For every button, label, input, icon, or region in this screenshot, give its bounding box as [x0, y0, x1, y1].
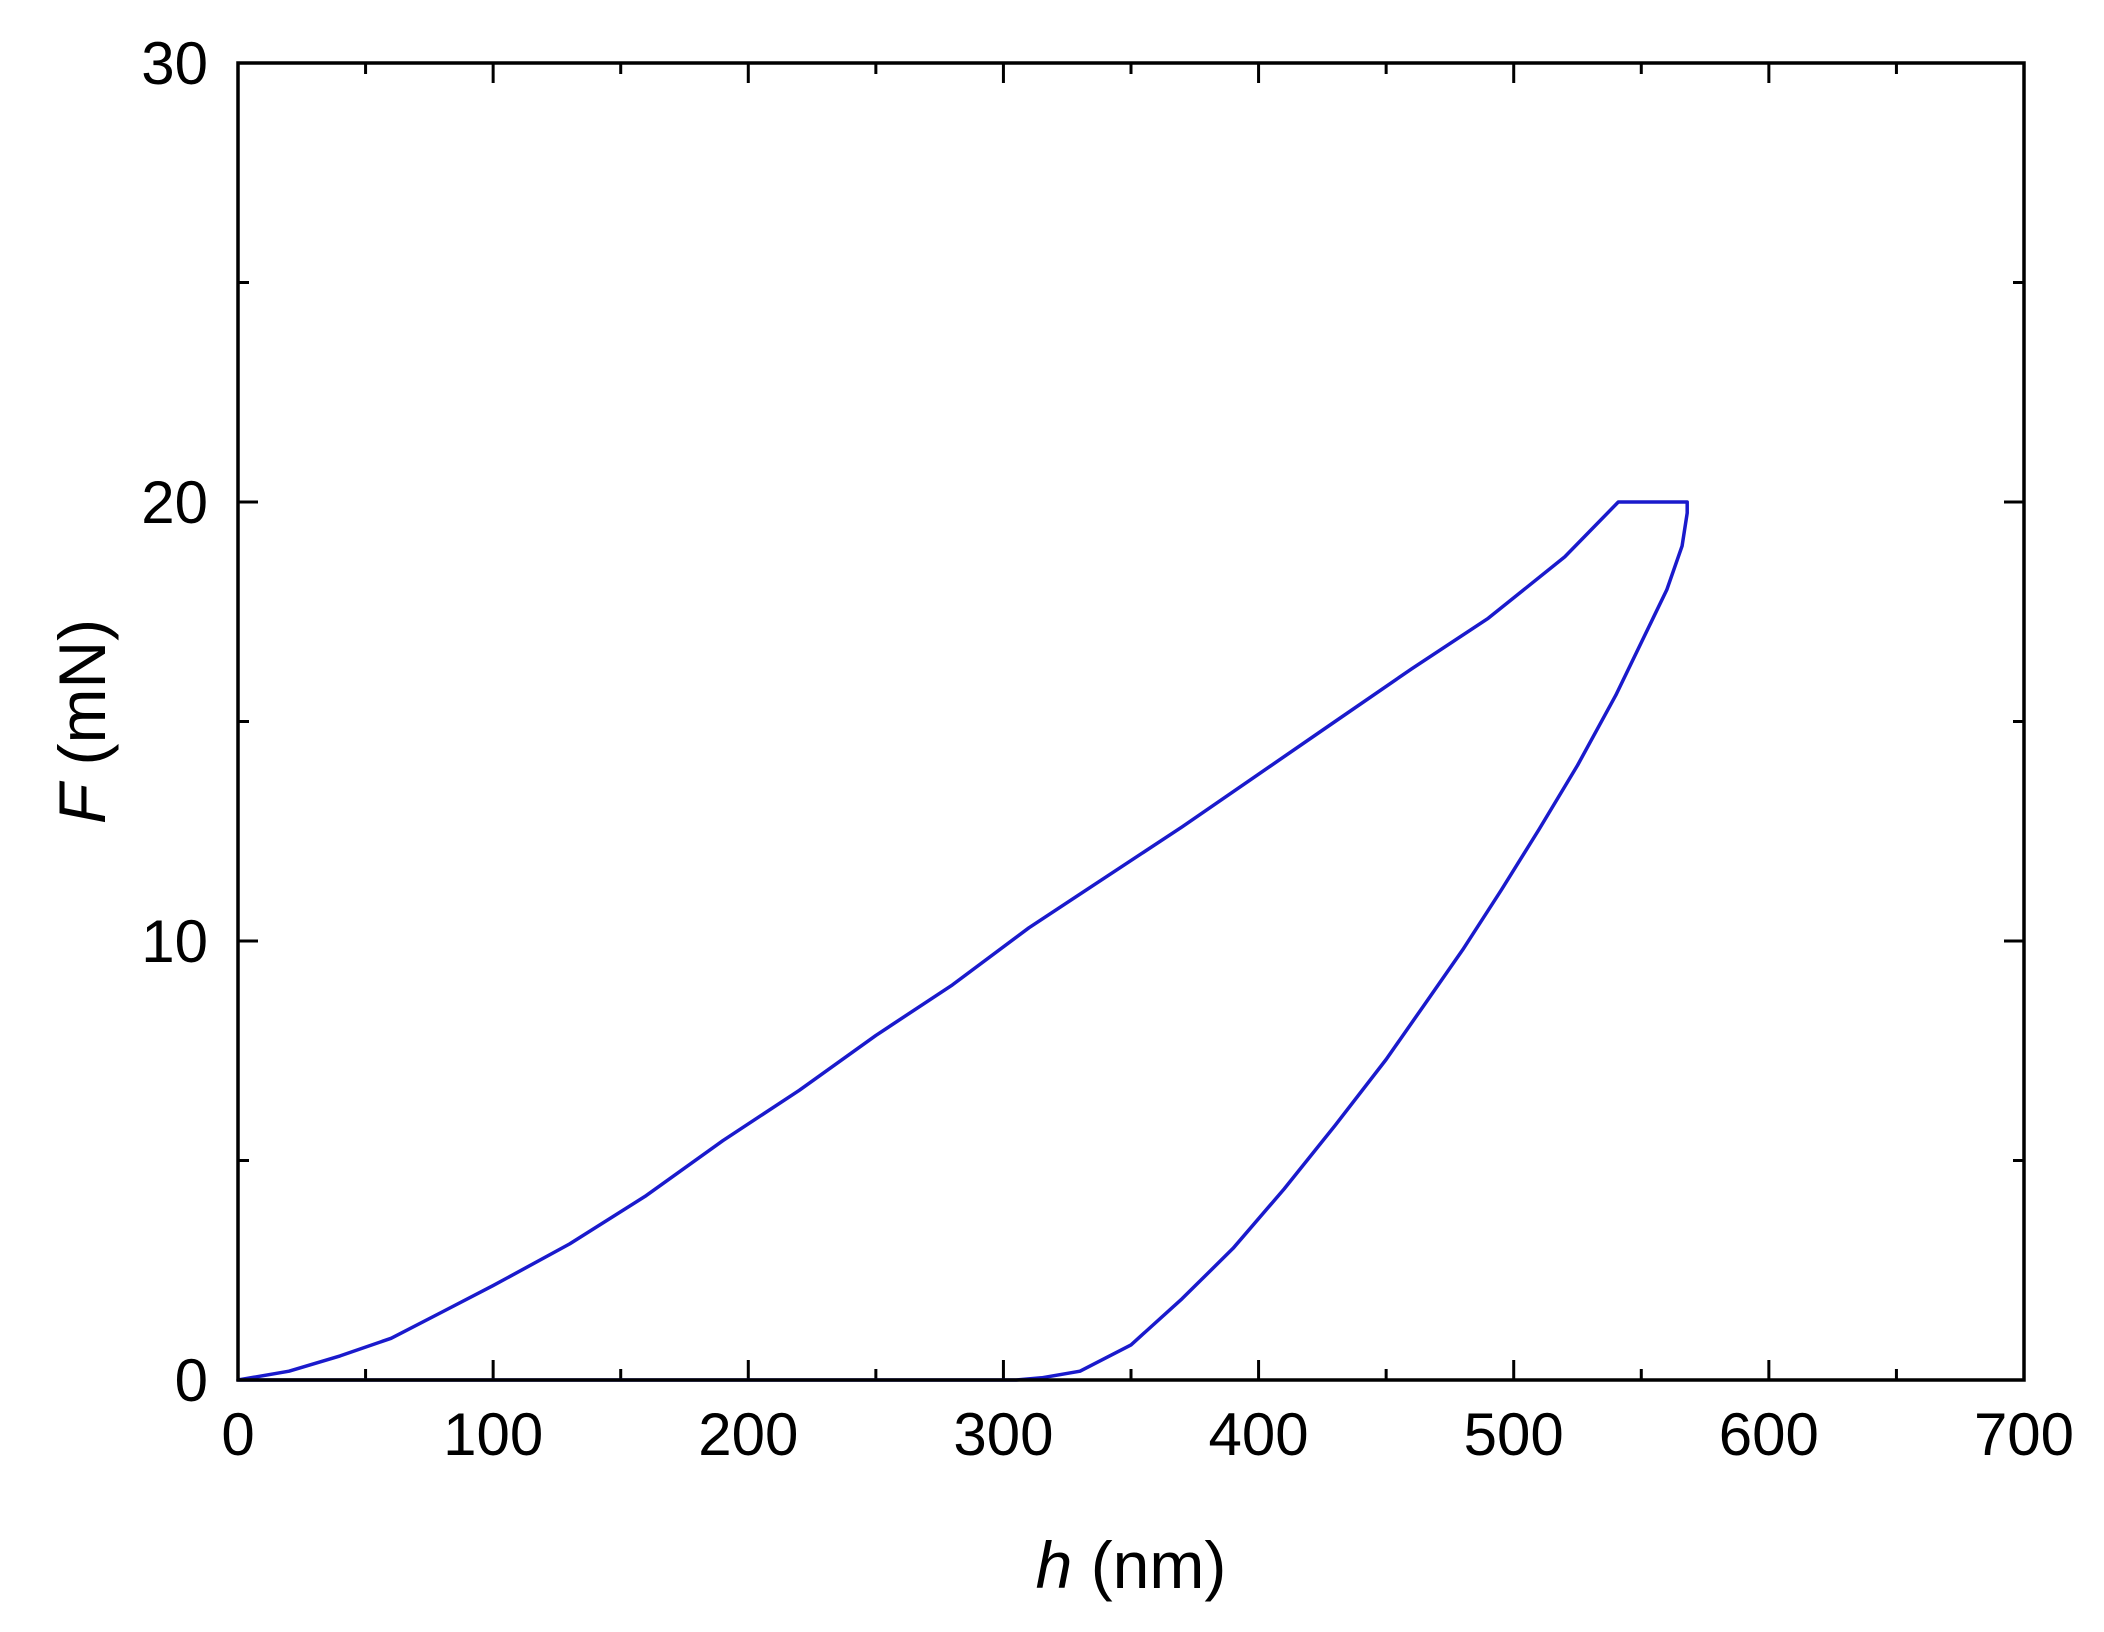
x-axis-variable: h	[1036, 1528, 1073, 1602]
x-tick-label: 0	[221, 1401, 254, 1468]
y-tick-label: 10	[141, 908, 208, 975]
x-tick-label: 500	[1464, 1401, 1564, 1468]
x-axis-label: h (nm)	[1036, 1528, 1227, 1602]
x-tick-label: 600	[1719, 1401, 1819, 1468]
y-tick-label: 30	[141, 30, 208, 97]
x-tick-label: 100	[443, 1401, 543, 1468]
y-axis-variable: F	[45, 780, 119, 824]
series-line	[236, 500, 1689, 1382]
x-tick-label: 400	[1209, 1401, 1309, 1468]
x-tick-label: 700	[1974, 1401, 2074, 1468]
y-axis-label: F (mN)	[45, 619, 119, 824]
axis-tick-labels: 0 100 200 300 400 500 600 700 0 10 20 30	[141, 30, 2074, 1468]
y-axis-unit: (mN)	[45, 619, 119, 784]
x-tick-label: 200	[698, 1401, 798, 1468]
y-tick-label: 20	[141, 469, 208, 536]
y-tick-label: 0	[175, 1347, 208, 1414]
x-tick-label: 300	[953, 1401, 1053, 1468]
x-axis-unit: (nm)	[1072, 1528, 1226, 1602]
plot-frame	[236, 61, 2026, 1382]
axis-ticks	[236, 61, 2026, 1382]
